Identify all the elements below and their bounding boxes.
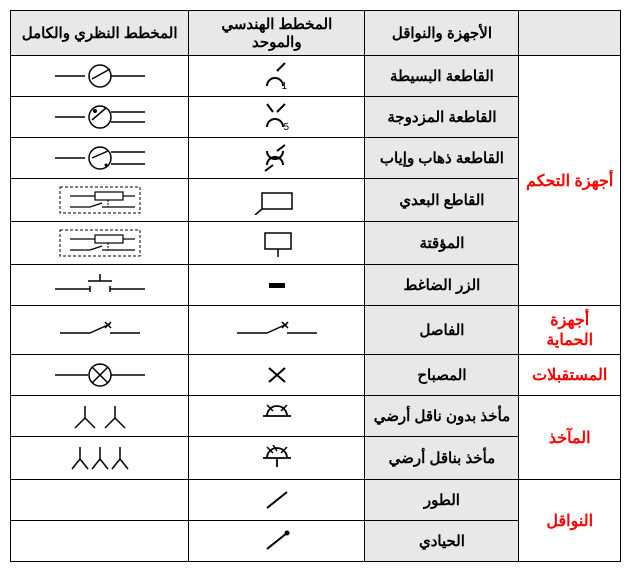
subscript: 5 [283,122,289,132]
device-label: الفاصل [365,306,519,355]
table-row: المآخذ مأخذ بدون ناقل أرضي [11,396,621,437]
device-label: القاطعة ذهاب وإياب [365,138,519,179]
header-row: الأجهزة والنواقل المخطط الهندسي والموحد … [11,11,621,56]
unified-symbol-socket-earth [189,437,365,480]
device-label: المؤقتة [365,222,519,265]
device-label: القاطعة المزدوجة [365,97,519,138]
theory-symbol-socket-earth [11,437,189,480]
unified-symbol-socket-no-earth [189,396,365,437]
unified-symbol-simple-switch: 1 [189,56,365,97]
theory-symbol-simple-switch [11,56,189,97]
theory-symbol-lamp [11,355,189,396]
group-sockets: المآخذ [519,396,621,480]
group-conductors: النواقل [519,480,621,562]
table-row: النواقل الطور [11,480,621,521]
table-row: أجهزة التحكم القاطعة البسيطة 1 [11,56,621,97]
group-receivers: المستقبلات [519,355,621,396]
theory-symbol-double-switch [11,97,189,138]
theory-symbol-two-way [11,138,189,179]
header-unified: المخطط الهندسي والموحد [189,11,365,56]
device-label: الزر الضاغط [365,265,519,306]
device-label: مأخذ بناقل أرضي [365,437,519,480]
symbols-table: الأجهزة والنواقل المخطط الهندسي والموحد … [10,10,621,562]
device-label: الطور [365,480,519,521]
theory-symbol-neutral [11,521,189,562]
device-label: الحيادي [365,521,519,562]
device-label: مأخذ بدون ناقل أرضي [365,396,519,437]
theory-symbol-remote-switch [11,179,189,222]
theory-symbol-socket-no-earth [11,396,189,437]
unified-symbol-neutral [189,521,365,562]
theory-symbol-phase [11,480,189,521]
theory-symbol-push-button [11,265,189,306]
unified-symbol-remote-switch [189,179,365,222]
subscript: 1 [281,81,287,91]
group-control: أجهزة التحكم [519,56,621,306]
unified-symbol-double-switch: 5 [189,97,365,138]
header-group [519,11,621,56]
table-row: أجهزة الحماية الفاصل [11,306,621,355]
group-protection: أجهزة الحماية [519,306,621,355]
unified-symbol-push-button [189,265,365,306]
unified-symbol-breaker [189,306,365,355]
theory-symbol-breaker [11,306,189,355]
device-label: المصباح [365,355,519,396]
header-devices: الأجهزة والنواقل [365,11,519,56]
theory-symbol-timer [11,222,189,265]
device-label: القاطعة البسيطة [365,56,519,97]
table-row: المستقبلات المصباح [11,355,621,396]
header-theory: المخطط النظري والكامل [11,11,189,56]
unified-symbol-lamp [189,355,365,396]
device-label: القاطع البعدي [365,179,519,222]
unified-symbol-phase [189,480,365,521]
unified-symbol-two-way [189,138,365,179]
unified-symbol-timer [189,222,365,265]
